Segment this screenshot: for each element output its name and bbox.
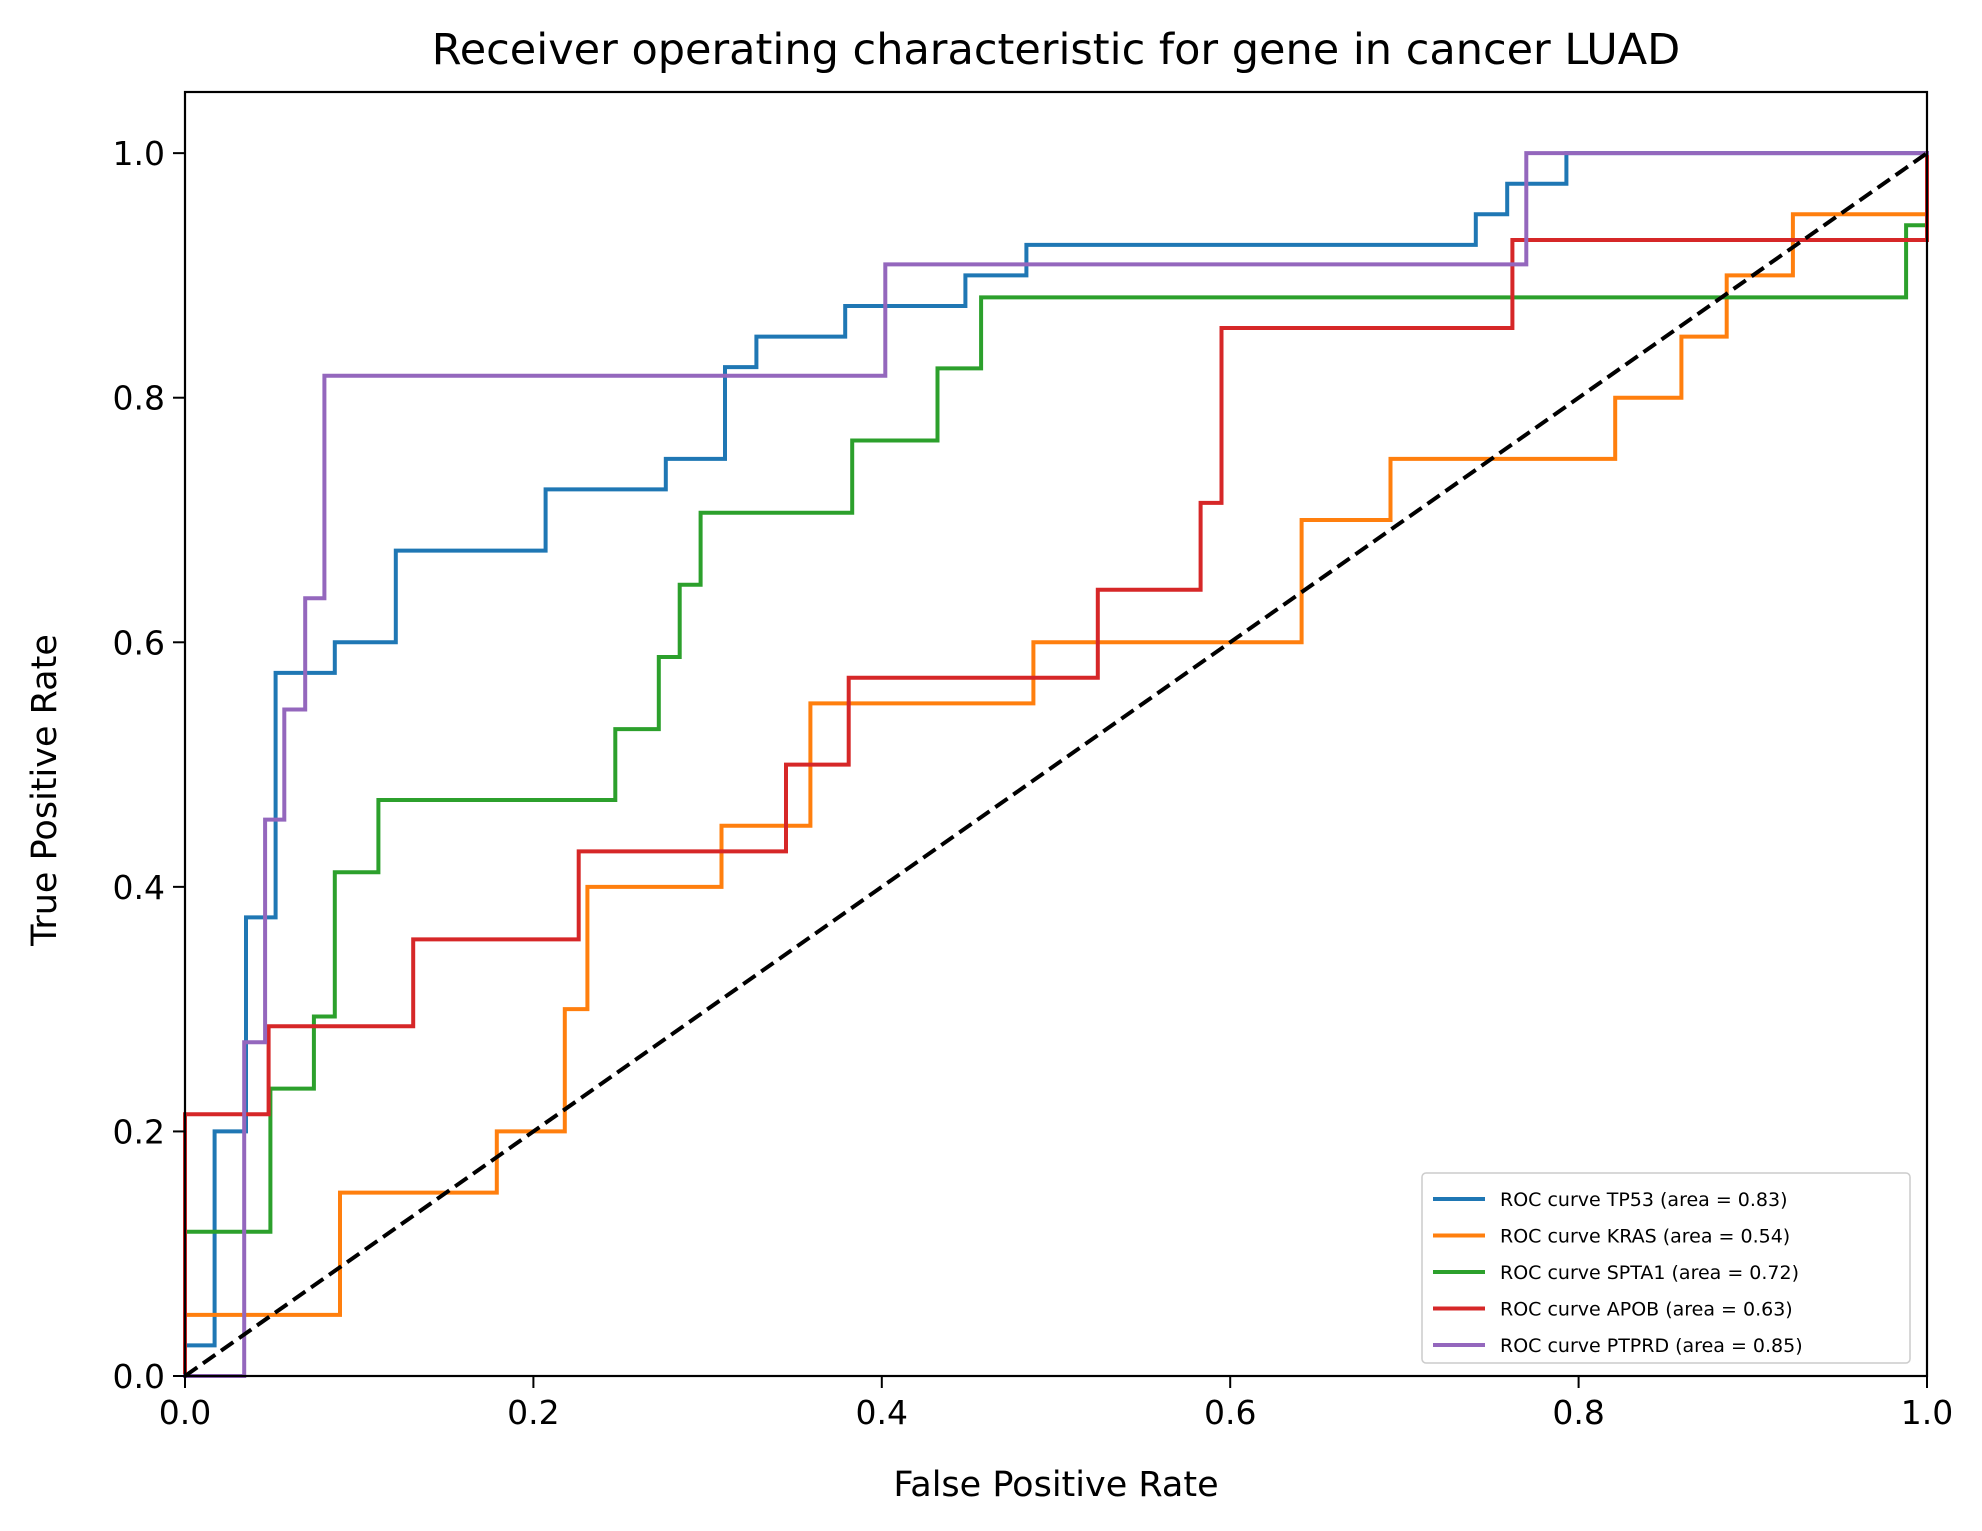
y-tick-label: 1.0 [113, 134, 165, 173]
y-axis-label: True Positive Rate [25, 634, 65, 947]
legend: ROC curve TP53 (area = 0.83) ROC curve KR… [1421, 1172, 1911, 1364]
series-line-4 [183, 151, 1929, 1378]
legend-box [1421, 1172, 1911, 1364]
series-line-3 [183, 151, 1929, 1378]
y-tick-label: 0.4 [113, 868, 165, 907]
legend-items: ROC curve TP53 (area = 0.83) ROC curve KR… [1433, 1189, 1803, 1357]
legend-label: ROC curve PTPRD (area = 0.85) [1500, 1335, 1803, 1357]
x-axis-ticks: 0.0 0.2 0.4 0.6 0.8 1.0 [159, 1376, 1953, 1432]
x-tick-label: 0.2 [507, 1393, 559, 1432]
series-line-0 [183, 151, 1929, 1378]
roc-curves [183, 151, 1929, 1378]
x-tick-label: 0.6 [1204, 1393, 1256, 1432]
plot-frame [183, 90, 1929, 1378]
series-line-1 [183, 151, 1929, 1378]
legend-label: ROC curve SPTA1 (area = 0.72) [1500, 1262, 1799, 1284]
x-axis-label: False Positive Rate [893, 1465, 1218, 1505]
y-tick-label: 0.2 [113, 1112, 165, 1151]
x-tick-label: 0.0 [159, 1393, 211, 1432]
legend-label: ROC curve TP53 (area = 0.83) [1500, 1189, 1788, 1211]
y-axis-ticks: 0.0 0.2 0.4 0.6 0.8 1.0 [113, 134, 185, 1396]
legend-label: ROC curve KRAS (area = 0.54) [1500, 1226, 1790, 1248]
y-tick-label: 0.6 [113, 623, 165, 662]
x-tick-label: 0.4 [856, 1393, 908, 1432]
chance-reference-line [183, 151, 1929, 1378]
legend-label: ROC curve APOB (area = 0.63) [1500, 1299, 1793, 1321]
y-tick-label: 0.0 [113, 1357, 165, 1396]
chart-title: Receiver operating characteristic for ge… [432, 25, 1680, 75]
y-tick-label: 0.8 [113, 379, 165, 418]
x-tick-label: 1.0 [1901, 1393, 1953, 1432]
plot-area [183, 90, 1929, 1378]
series-line-2 [183, 151, 1929, 1378]
x-tick-label: 0.8 [1552, 1393, 1604, 1432]
